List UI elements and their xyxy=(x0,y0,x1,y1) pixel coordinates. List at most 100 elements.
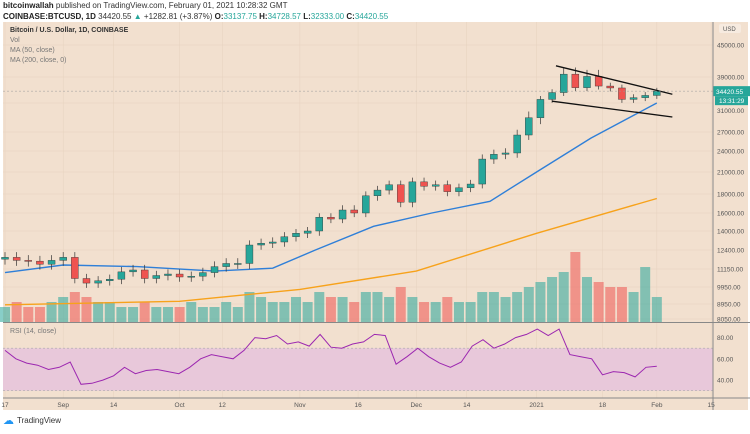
candle-body xyxy=(455,187,463,192)
time-tick-label: 17 xyxy=(1,402,9,409)
candle-body xyxy=(47,260,56,265)
price-tick-label: 24000.00 xyxy=(717,149,744,156)
volume-bar xyxy=(500,297,511,322)
volume-bar xyxy=(139,302,150,322)
candle-body xyxy=(59,257,67,261)
price-tick-label: 12400.00 xyxy=(717,248,744,255)
candle-body xyxy=(560,73,568,93)
last-price-label: 34420.55 xyxy=(716,89,743,96)
tradingview-logo[interactable]: ☁ TradingView xyxy=(3,414,61,427)
symbol: COINBASE:BTCUSD, 1D xyxy=(3,12,96,21)
candle-body xyxy=(653,90,661,96)
candle-body xyxy=(164,273,172,276)
candle-body xyxy=(117,271,126,280)
ma50-line xyxy=(4,102,658,274)
candle-body xyxy=(443,184,452,192)
candle-body xyxy=(245,244,254,264)
countdown-tag xyxy=(715,96,748,106)
candle-body xyxy=(420,181,428,187)
volume-bar xyxy=(128,307,139,322)
candle-body xyxy=(641,95,649,98)
brand-name: TradingView xyxy=(17,416,62,425)
volume-bar xyxy=(69,292,80,322)
volume-bar xyxy=(453,302,464,322)
volume-bar xyxy=(34,307,45,322)
time-tick-label: 14 xyxy=(110,402,118,409)
candle-body xyxy=(12,257,21,261)
candle-body xyxy=(36,260,44,265)
candle-body xyxy=(536,99,545,118)
candle-body xyxy=(140,269,149,279)
price-chart[interactable]: 45000.00 39000.00 31000.00 27000.00 24000.00… xyxy=(0,0,750,412)
volume-bar xyxy=(535,282,546,322)
candle-body xyxy=(350,209,358,214)
candle-body xyxy=(397,184,405,203)
volume-bar xyxy=(279,302,290,322)
o-label: O: xyxy=(214,12,224,21)
price-tick-label: 18000.00 xyxy=(717,192,744,199)
volume-bar xyxy=(360,292,371,322)
volume-bar xyxy=(395,287,406,322)
volume-bar xyxy=(0,307,10,322)
c-label: C: xyxy=(346,12,355,21)
rsi-line xyxy=(4,328,657,385)
volume-bar xyxy=(442,297,453,322)
candle-body xyxy=(1,257,9,260)
candle-body xyxy=(583,76,591,88)
candle-body xyxy=(466,183,475,188)
volume-bar xyxy=(570,252,581,322)
publisher[interactable]: bitcoinwallah xyxy=(3,1,54,10)
candle-body xyxy=(303,230,312,234)
time-tick-label: Oct xyxy=(175,402,185,409)
volume-bar xyxy=(605,287,616,322)
candle-body xyxy=(327,217,335,220)
candle-body xyxy=(431,184,440,187)
publish-line: bitcoinwallah published on TradingView.c… xyxy=(3,1,287,10)
volume-bar xyxy=(46,302,57,322)
time-tick-label: 15 xyxy=(708,402,716,409)
candle-body xyxy=(269,241,277,244)
volume-bar xyxy=(640,267,651,322)
volume-bar xyxy=(291,297,301,322)
volume-bar xyxy=(197,307,208,322)
volume-bar xyxy=(512,292,523,322)
h-label: H: xyxy=(259,12,268,21)
open-value: 33137.75 xyxy=(223,12,257,21)
candle-body xyxy=(338,209,347,220)
price-tick-label: 16000.00 xyxy=(717,211,744,218)
legend-title: Bitcoin / U.S. Dollar, 1D, COINBASE xyxy=(10,27,129,34)
low-value: 32333.00 xyxy=(310,12,345,21)
volume-bar xyxy=(616,287,627,322)
candle-body xyxy=(385,184,393,191)
high-value: 34728.57 xyxy=(267,12,301,21)
candle-body xyxy=(24,260,32,262)
last-price-tag xyxy=(713,86,750,97)
candle-body xyxy=(594,76,603,87)
candle-body xyxy=(315,217,323,232)
price-tick-label: 9950.00 xyxy=(717,285,741,292)
currency-badge xyxy=(719,24,741,33)
price-tick-label: 45000.00 xyxy=(717,43,744,50)
volume-bar xyxy=(104,302,115,322)
trendline xyxy=(551,100,673,118)
volume-bar xyxy=(151,307,162,322)
candle-body xyxy=(292,233,300,237)
time-tick-label: Feb xyxy=(651,402,663,409)
volume-bar xyxy=(186,302,197,322)
countdown-label: 13:31:29 xyxy=(719,98,745,105)
candle-body xyxy=(571,73,580,88)
trendline xyxy=(555,65,673,95)
l-label: L: xyxy=(303,12,311,21)
time-tick-label: 14 xyxy=(463,402,471,409)
candle-body xyxy=(222,263,230,267)
volume-bar xyxy=(221,302,232,322)
volume-bar xyxy=(651,297,662,322)
volume-bar xyxy=(628,292,639,322)
candle-body xyxy=(513,134,521,154)
currency-label: USD xyxy=(723,27,736,33)
candle-body xyxy=(175,273,184,278)
time-tick-label: Dec xyxy=(410,402,422,409)
candle-body xyxy=(94,280,102,284)
volume-bar xyxy=(58,297,69,322)
legend-ma200: MA (200, close, 0) xyxy=(10,57,67,64)
